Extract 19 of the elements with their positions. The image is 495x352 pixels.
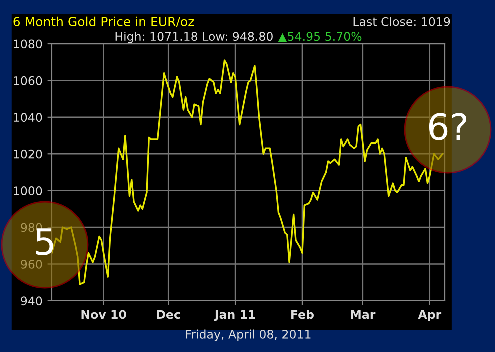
x-tick-label: Feb — [292, 310, 314, 320]
y-tick-label: 1060 — [14, 76, 42, 86]
y-tick-label: 1080 — [14, 40, 42, 49]
x-tick-label: Dec — [157, 310, 180, 320]
annotation: 6? — [429, 113, 467, 140]
chart-subtitle: High: 1071.18 Low: 948.80 — [116, 32, 273, 44]
chart-title: 6 Month Gold Price in EUR/oz — [14, 16, 194, 28]
y-tick-label: 960 — [21, 260, 42, 269]
y-tick-label: 1040 — [14, 113, 42, 122]
y-tick-label: 1000 — [14, 186, 42, 196]
y-tick-label: 940 — [21, 296, 42, 306]
x-tick-label: Apr — [418, 310, 442, 322]
y-tick-label: 1020 — [14, 150, 42, 159]
text: Last Close: 1019 — [354, 17, 450, 26]
text: ▲54.95 5.70% — [278, 32, 362, 42]
x-axis-title: Friday, April 08, 2011 — [186, 330, 311, 342]
x-tick-label: Nov 10 — [82, 310, 126, 320]
x-tick-label: Jan 11 — [214, 310, 256, 322]
x-tick-label: Mar — [351, 310, 376, 320]
